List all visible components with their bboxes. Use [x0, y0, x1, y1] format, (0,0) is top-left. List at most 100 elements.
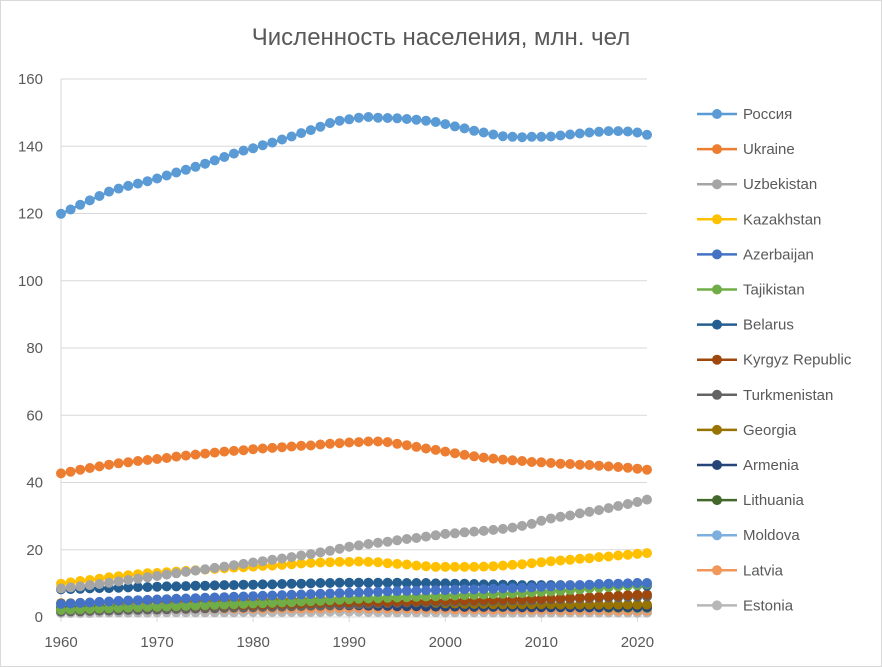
data-point — [632, 127, 643, 138]
legend-marker — [712, 424, 722, 435]
data-point — [325, 578, 335, 588]
data-point — [238, 579, 249, 590]
legend-label: Uzbekistan — [743, 176, 817, 193]
data-point — [161, 581, 172, 592]
data-point — [622, 499, 633, 509]
data-point — [267, 579, 278, 590]
data-point — [248, 591, 259, 602]
data-point — [545, 458, 556, 468]
data-point — [574, 459, 585, 470]
data-point — [517, 456, 528, 466]
data-point — [488, 561, 499, 572]
data-point — [488, 524, 499, 535]
data-point — [277, 590, 287, 601]
data-point — [507, 455, 518, 466]
data-point — [421, 561, 431, 572]
data-point — [200, 448, 211, 459]
data-point — [545, 581, 556, 592]
legend-label: Россия — [743, 106, 792, 123]
data-point — [565, 510, 576, 521]
data-point — [190, 593, 201, 604]
data-point — [594, 579, 604, 589]
data-point — [594, 552, 604, 563]
x-tick-label-2000: 2000 — [429, 634, 462, 651]
data-point — [267, 442, 278, 453]
data-point — [123, 595, 134, 606]
data-point — [123, 180, 134, 191]
data-point — [430, 585, 441, 596]
data-point — [104, 186, 114, 197]
x-tick-label-2010: 2010 — [525, 634, 558, 651]
data-point — [555, 593, 566, 604]
data-point — [344, 577, 355, 588]
series-4 — [56, 578, 652, 609]
legend-entry-10: Armenia — [697, 457, 800, 474]
data-point — [296, 550, 307, 561]
data-point — [132, 595, 143, 606]
data-point — [104, 577, 114, 588]
data-point — [180, 450, 191, 461]
data-point — [478, 525, 489, 536]
data-point — [334, 543, 345, 554]
legend-marker — [712, 460, 722, 470]
data-point — [344, 587, 355, 598]
data-point — [315, 557, 326, 568]
legend-entry-2: Uzbekistan — [697, 176, 817, 193]
data-point — [363, 436, 374, 447]
data-point — [632, 589, 643, 600]
legend-marker — [712, 179, 722, 190]
legend-label: Kazakhstan — [743, 211, 821, 228]
data-point — [526, 558, 537, 569]
data-point — [94, 579, 105, 589]
data-point — [65, 466, 76, 477]
data-point — [142, 176, 153, 187]
data-point — [286, 589, 297, 600]
data-point — [430, 117, 441, 127]
data-point — [642, 578, 652, 588]
data-point — [142, 582, 153, 593]
data-point — [459, 527, 470, 538]
legend-marker — [712, 109, 722, 119]
data-point — [536, 557, 547, 568]
data-point — [104, 596, 114, 607]
data-point — [190, 449, 201, 460]
legend-marker — [712, 319, 722, 330]
data-point — [142, 572, 153, 583]
data-point — [411, 533, 422, 543]
data-point — [219, 152, 230, 162]
data-point — [56, 208, 66, 219]
y-tick-label-60: 60 — [26, 407, 43, 424]
data-point — [180, 593, 191, 604]
data-point — [622, 462, 633, 473]
data-point — [113, 595, 124, 606]
data-point — [545, 131, 556, 142]
data-point — [411, 585, 422, 596]
data-point — [401, 534, 412, 544]
data-point — [248, 444, 259, 455]
data-point — [238, 445, 249, 456]
legend-label: Kyrgyz Republic — [743, 352, 852, 369]
x-tick-label-1990: 1990 — [333, 634, 366, 651]
x-tick-label-1960: 1960 — [44, 634, 77, 651]
data-point — [622, 590, 633, 601]
legend-label: Georgia — [743, 422, 797, 439]
data-point — [613, 590, 624, 601]
data-point — [209, 580, 220, 591]
data-point — [373, 537, 383, 548]
data-point — [180, 581, 191, 592]
data-point — [344, 114, 355, 125]
data-point — [373, 436, 383, 447]
data-point — [248, 143, 259, 154]
data-point — [382, 113, 393, 123]
data-point — [257, 443, 268, 454]
data-point — [84, 597, 95, 608]
data-point — [238, 558, 249, 569]
data-point — [497, 131, 508, 142]
data-point — [152, 601, 163, 612]
data-point — [594, 126, 604, 137]
data-point — [642, 129, 652, 140]
data-point — [469, 451, 480, 462]
data-point — [209, 562, 220, 573]
data-point — [132, 456, 143, 466]
data-point — [132, 582, 143, 593]
